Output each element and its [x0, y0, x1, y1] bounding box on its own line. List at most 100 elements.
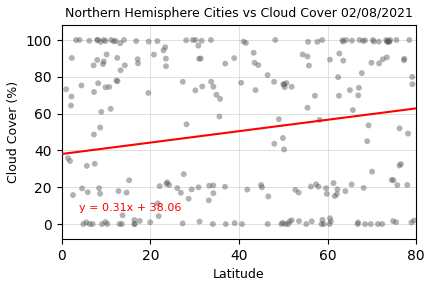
Point	[326, 222, 333, 226]
Point	[408, 220, 415, 225]
Point	[210, 191, 217, 196]
Point	[285, 222, 292, 226]
Point	[90, 63, 97, 68]
Point	[100, 59, 107, 64]
Point	[231, 221, 238, 226]
Point	[311, 94, 318, 98]
Point	[67, 159, 73, 163]
Point	[113, 78, 120, 83]
Point	[206, 183, 213, 188]
Point	[80, 222, 87, 226]
Point	[340, 58, 347, 63]
Point	[156, 184, 163, 188]
Point	[264, 222, 271, 226]
Point	[368, 169, 375, 174]
Point	[162, 56, 169, 61]
Point	[394, 183, 401, 187]
Point	[375, 39, 382, 44]
Point	[179, 221, 186, 226]
Point	[276, 117, 283, 122]
Point	[330, 181, 337, 185]
Point	[126, 178, 133, 183]
Point	[238, 80, 245, 85]
Point	[272, 38, 279, 42]
Point	[255, 63, 262, 67]
Point	[265, 194, 272, 199]
Point	[179, 79, 186, 84]
Point	[379, 222, 386, 226]
Point	[150, 52, 157, 57]
Point	[155, 214, 162, 219]
Point	[222, 184, 229, 189]
Point	[331, 194, 338, 198]
Point	[295, 219, 302, 223]
Point	[400, 58, 407, 62]
Point	[390, 219, 397, 223]
Point	[316, 118, 323, 122]
Point	[70, 193, 76, 197]
Point	[205, 198, 212, 202]
Point	[346, 88, 353, 92]
Point	[280, 221, 286, 225]
Point	[195, 43, 202, 48]
Point	[313, 182, 320, 187]
Point	[162, 64, 169, 69]
Point	[406, 38, 413, 42]
Point	[76, 38, 83, 42]
Point	[67, 103, 74, 108]
Point	[365, 123, 372, 128]
Point	[270, 79, 277, 84]
Point	[359, 71, 365, 75]
Point	[292, 187, 299, 192]
Point	[198, 39, 205, 43]
Point	[104, 222, 111, 226]
Point	[299, 52, 306, 57]
Point	[197, 56, 204, 61]
Point	[252, 88, 259, 92]
Point	[397, 162, 404, 166]
Point	[244, 187, 251, 192]
Point	[94, 58, 101, 62]
Point	[364, 139, 371, 143]
Point	[375, 61, 382, 66]
Point	[89, 222, 96, 226]
Point	[106, 85, 113, 89]
Point	[368, 60, 375, 65]
Point	[185, 196, 192, 201]
Y-axis label: Cloud Cover (%): Cloud Cover (%)	[7, 81, 20, 183]
Point	[355, 220, 362, 225]
Point	[288, 84, 295, 89]
Point	[334, 192, 340, 196]
Point	[131, 222, 138, 226]
Point	[208, 79, 215, 84]
Point	[340, 39, 346, 44]
Point	[375, 222, 381, 226]
Point	[91, 162, 98, 166]
Point	[370, 39, 377, 44]
Point	[115, 189, 122, 194]
Point	[396, 163, 403, 168]
Point	[102, 85, 109, 90]
Point	[355, 93, 362, 98]
Point	[304, 54, 311, 59]
Point	[339, 38, 346, 43]
Point	[164, 180, 171, 185]
Point	[119, 213, 126, 217]
Point	[207, 38, 214, 42]
Point	[222, 222, 229, 226]
Point	[183, 38, 190, 43]
Point	[308, 219, 315, 223]
Point	[112, 39, 119, 43]
Point	[342, 189, 349, 194]
Point	[360, 185, 367, 190]
Point	[385, 39, 392, 44]
Point	[281, 147, 288, 152]
Point	[117, 68, 124, 73]
Point	[343, 38, 349, 42]
Point	[97, 192, 104, 196]
Point	[305, 63, 312, 68]
Point	[154, 201, 161, 206]
Point	[271, 141, 278, 146]
Point	[318, 222, 325, 226]
Point	[409, 75, 416, 79]
